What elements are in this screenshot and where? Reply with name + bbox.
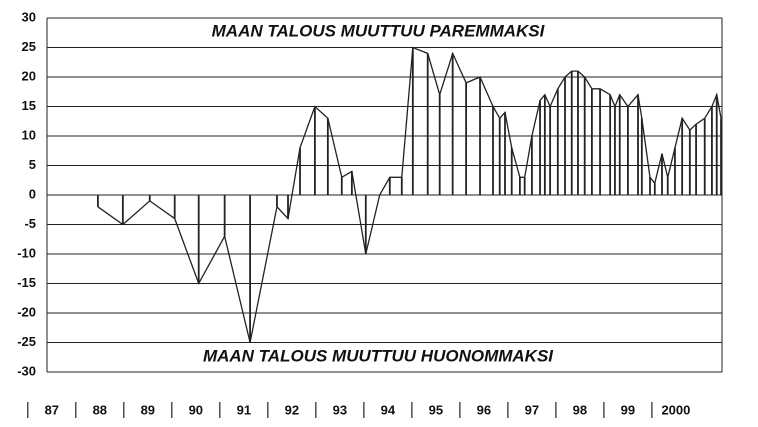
x-tick-label: 97 <box>525 402 539 417</box>
x-tick-label: 93 <box>333 402 347 417</box>
x-tick-label: 95 <box>429 402 443 417</box>
y-tick-label: -5 <box>24 216 36 231</box>
x-tick-label: 89 <box>141 402 155 417</box>
x-tick-label: 90 <box>189 402 203 417</box>
y-tick-label: -15 <box>17 275 36 290</box>
x-tick-label: 99 <box>621 402 635 417</box>
x-tick-label: 96 <box>477 402 491 417</box>
y-tick-label: 30 <box>22 9 36 24</box>
y-tick-label: -10 <box>17 245 36 260</box>
y-tick-label: 10 <box>22 127 36 142</box>
x-tick-label: 2000 <box>661 402 690 417</box>
y-tick-label: -30 <box>17 363 36 378</box>
y-tick-label: 20 <box>22 68 36 83</box>
y-tick-label: 15 <box>22 98 36 113</box>
annotation: MAAN TALOUS MUUTTUU HUONOMMAKSI <box>203 346 554 365</box>
y-tick-label: -20 <box>17 304 36 319</box>
y-tick-label: 5 <box>29 157 36 172</box>
y-tick-label: 0 <box>29 186 36 201</box>
x-tick-label: 92 <box>285 402 299 417</box>
annotation: MAAN TALOUS MUUTTUU PAREMMAKSI <box>212 21 546 40</box>
x-tick-label: 98 <box>573 402 587 417</box>
y-tick-label: -25 <box>17 334 36 349</box>
x-tick-label: 91 <box>237 402 251 417</box>
x-tick-label: 94 <box>381 402 396 417</box>
line <box>97 46 722 343</box>
x-tick-label: 87 <box>45 402 59 417</box>
y-tick-label: 25 <box>22 39 36 54</box>
x-tick-label: 88 <box>93 402 107 417</box>
